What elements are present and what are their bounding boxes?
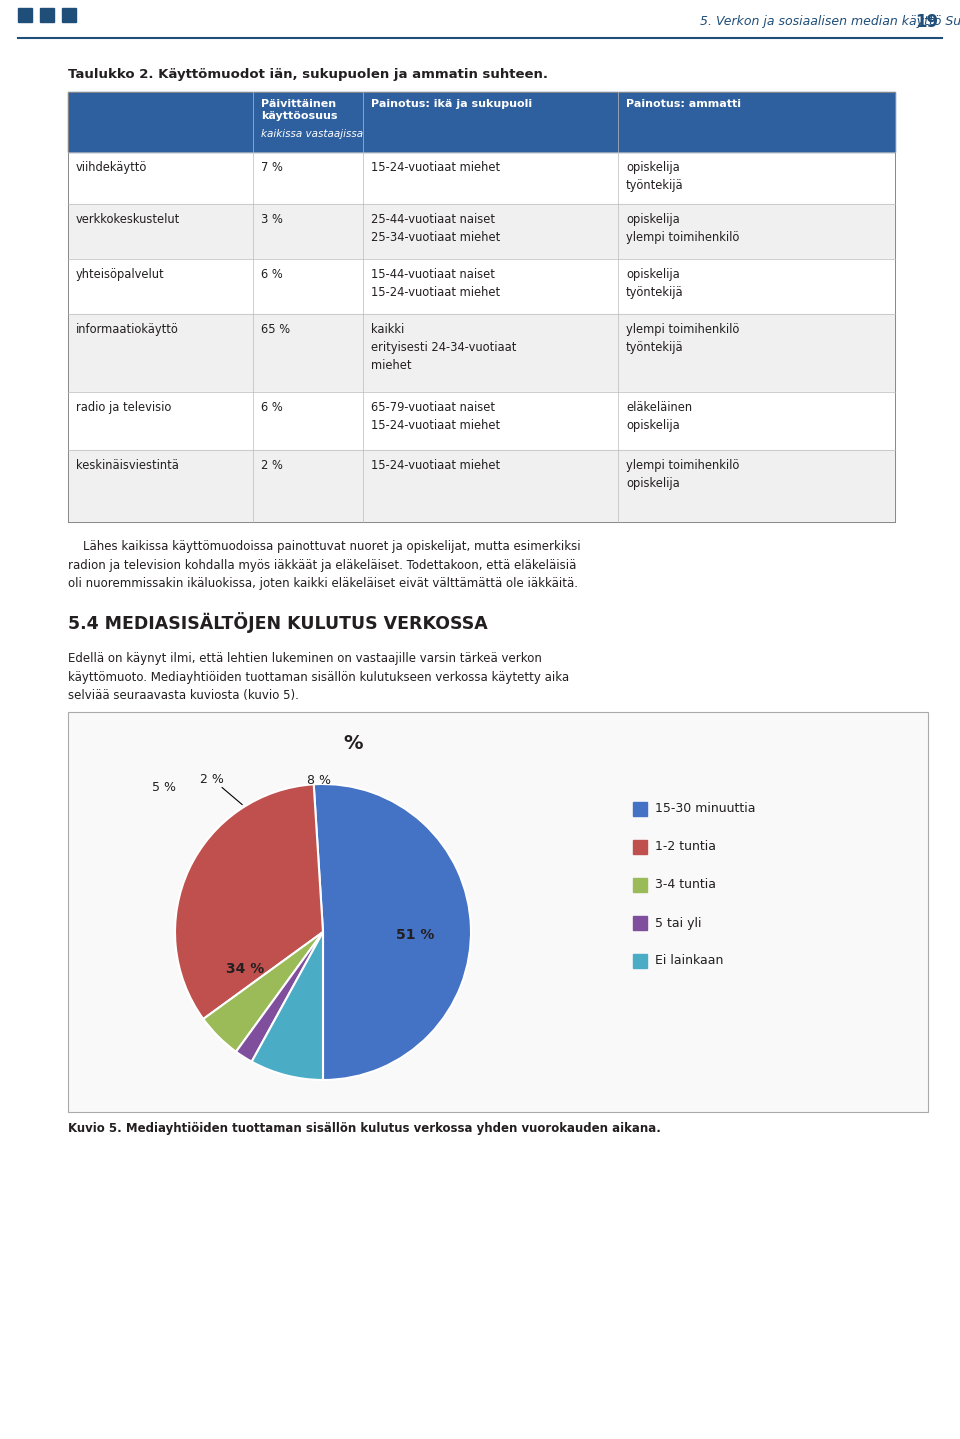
Text: informaatiokäyttö: informaatiokäyttö: [76, 322, 179, 335]
Text: keskinäisviestintä: keskinäisviestintä: [76, 459, 179, 472]
Text: opiskelija
ylempi toimihenkilö: opiskelija ylempi toimihenkilö: [626, 213, 739, 245]
Text: 5 tai yli: 5 tai yli: [655, 917, 702, 930]
Text: kaikissa vastaajissa: kaikissa vastaajissa: [261, 130, 363, 140]
Text: 15-24-vuotiaat miehet: 15-24-vuotiaat miehet: [371, 459, 500, 472]
Wedge shape: [252, 932, 323, 1081]
Bar: [68, 92, 895, 153]
Text: Kuvio 5. Mediayhtiöiden tuottaman sisällön kulutus verkossa yhden vuorokauden ai: Kuvio 5. Mediayhtiöiden tuottaman sisäll…: [68, 1122, 660, 1135]
Text: 34 %: 34 %: [227, 961, 264, 976]
Bar: [62, 9, 76, 22]
Bar: [68, 153, 895, 204]
Bar: [68, 450, 895, 522]
Text: 6 %: 6 %: [261, 268, 283, 281]
Bar: [68, 259, 895, 314]
Text: 15-24-vuotiaat miehet: 15-24-vuotiaat miehet: [371, 161, 500, 174]
Text: radio ja televisio: radio ja televisio: [76, 401, 172, 414]
Text: 15-30 minuuttia: 15-30 minuuttia: [655, 803, 756, 816]
Wedge shape: [314, 784, 471, 1081]
Bar: [68, 204, 895, 259]
Text: 8 %: 8 %: [307, 774, 331, 787]
Text: 25-44-vuotiaat naiset
25-34-vuotiaat miehet: 25-44-vuotiaat naiset 25-34-vuotiaat mie…: [371, 213, 500, 245]
Text: 3 %: 3 %: [261, 213, 283, 226]
Text: 7 %: 7 %: [261, 161, 283, 174]
Text: opiskelija
työntekijä: opiskelija työntekijä: [626, 268, 684, 299]
Bar: [633, 954, 647, 968]
Wedge shape: [175, 784, 323, 1019]
Bar: [633, 878, 647, 892]
Bar: [68, 314, 895, 391]
Text: ylempi toimihenkilö
työntekijä: ylempi toimihenkilö työntekijä: [626, 322, 739, 354]
Text: Päivittäinen
käyttöosuus: Päivittäinen käyttöosuus: [261, 99, 338, 121]
Text: yhteisöpalvelut: yhteisöpalvelut: [76, 268, 164, 281]
Text: verkkokeskustelut: verkkokeskustelut: [76, 213, 180, 226]
Wedge shape: [204, 932, 323, 1052]
Text: Taulukko 2. Käyttömuodot iän, sukupuolen ja ammatin suhteen.: Taulukko 2. Käyttömuodot iän, sukupuolen…: [68, 68, 548, 81]
Text: eläkeläinen
opiskelija: eläkeläinen opiskelija: [626, 401, 692, 432]
Text: Edellä on käynyt ilmi, että lehtien lukeminen on vastaajille varsin tärkeä verko: Edellä on käynyt ilmi, että lehtien luke…: [68, 652, 569, 702]
Text: 65-79-vuotiaat naiset
15-24-vuotiaat miehet: 65-79-vuotiaat naiset 15-24-vuotiaat mie…: [371, 401, 500, 432]
Text: 19: 19: [915, 13, 938, 32]
Bar: [633, 802, 647, 816]
Text: 15-44-vuotiaat naiset
15-24-vuotiaat miehet: 15-44-vuotiaat naiset 15-24-vuotiaat mie…: [371, 268, 500, 299]
Text: ylempi toimihenkilö
opiskelija: ylempi toimihenkilö opiskelija: [626, 459, 739, 491]
Text: Lähes kaikissa käyttömuodoissa painottuvat nuoret ja opiskelijat, mutta esimerki: Lähes kaikissa käyttömuodoissa painottuv…: [68, 540, 581, 590]
Text: Ei lainkaan: Ei lainkaan: [655, 954, 724, 967]
Text: Painotus: ikä ja sukupuoli: Painotus: ikä ja sukupuoli: [371, 99, 532, 109]
Text: 5.4 MEDIASISÄLTÖJEN KULUTUS VERKOSSA: 5.4 MEDIASISÄLTÖJEN KULUTUS VERKOSSA: [68, 612, 488, 633]
Text: 3-4 tuntia: 3-4 tuntia: [655, 878, 716, 892]
Text: %: %: [344, 734, 363, 753]
Text: 65 %: 65 %: [261, 322, 290, 335]
Bar: [68, 712, 928, 1112]
Text: viihdekäyttö: viihdekäyttö: [76, 161, 148, 174]
Text: kaikki
erityisesti 24-34-vuotiaat
miehet: kaikki erityisesti 24-34-vuotiaat miehet: [371, 322, 516, 373]
Bar: [40, 9, 54, 22]
Bar: [633, 840, 647, 853]
Text: 5. Verkon ja sosiaalisen median käyttö Suomessa: 5. Verkon ja sosiaalisen median käyttö S…: [700, 16, 960, 29]
Text: Painotus: ammatti: Painotus: ammatti: [626, 99, 741, 109]
Text: 2 %: 2 %: [201, 773, 224, 786]
Text: 51 %: 51 %: [396, 928, 434, 943]
Bar: [68, 391, 895, 450]
Bar: [633, 917, 647, 930]
Text: 5 %: 5 %: [152, 781, 176, 794]
Wedge shape: [236, 932, 323, 1062]
Text: opiskelija
työntekijä: opiskelija työntekijä: [626, 161, 684, 191]
Text: 6 %: 6 %: [261, 401, 283, 414]
Text: 1-2 tuntia: 1-2 tuntia: [655, 840, 716, 853]
Text: 2 %: 2 %: [261, 459, 283, 472]
Bar: [18, 9, 32, 22]
